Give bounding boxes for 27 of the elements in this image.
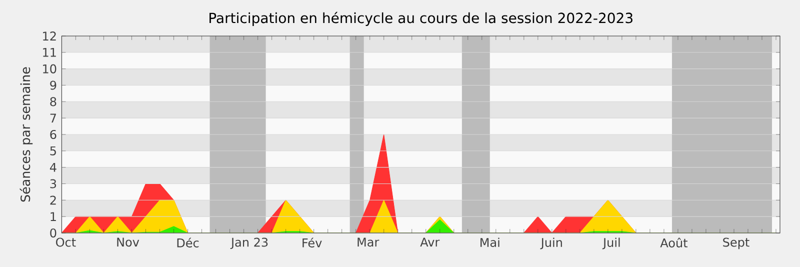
y-tick-label: 10 <box>43 64 56 74</box>
y-tick-label: 4 <box>50 162 56 172</box>
y-tick-label: 5 <box>50 146 56 156</box>
y-tick-label: 7 <box>50 114 56 122</box>
x-tick-label: Mar <box>358 238 380 247</box>
x-tick-label: Fév <box>302 238 322 248</box>
y-tick-label: 0 <box>50 228 56 238</box>
x-tick-label: Déc <box>177 238 199 248</box>
y-tick-label: 6 <box>50 130 56 140</box>
x-tick-label: Jan 23 <box>230 238 268 250</box>
y-axis-title: Séances par semaine <box>20 67 33 202</box>
x-tick-label: Juil <box>602 238 620 250</box>
x-tick-label: Sept <box>723 238 750 250</box>
x-tick-label: Avr <box>420 238 440 246</box>
y-tick-label: 1 <box>50 212 56 221</box>
chart-title: Participation en hémicycle au cours de la session 2022-2023 <box>210 12 632 26</box>
x-tick-label: Mai <box>480 238 500 247</box>
x-tick-label: Nov <box>117 238 140 247</box>
y-tick-label: 2 <box>50 196 56 205</box>
y-tick-label: 3 <box>50 179 56 188</box>
y-tick-label: 9 <box>50 80 56 90</box>
y-tick-label: 11 <box>43 48 56 57</box>
y-tick-label: 12 <box>43 32 56 40</box>
y-tick-label: 8 <box>50 97 56 106</box>
x-tick-label: Juin <box>540 238 562 250</box>
x-tick-label: Août <box>660 238 688 248</box>
x-tick-label: Oct <box>56 238 76 247</box>
